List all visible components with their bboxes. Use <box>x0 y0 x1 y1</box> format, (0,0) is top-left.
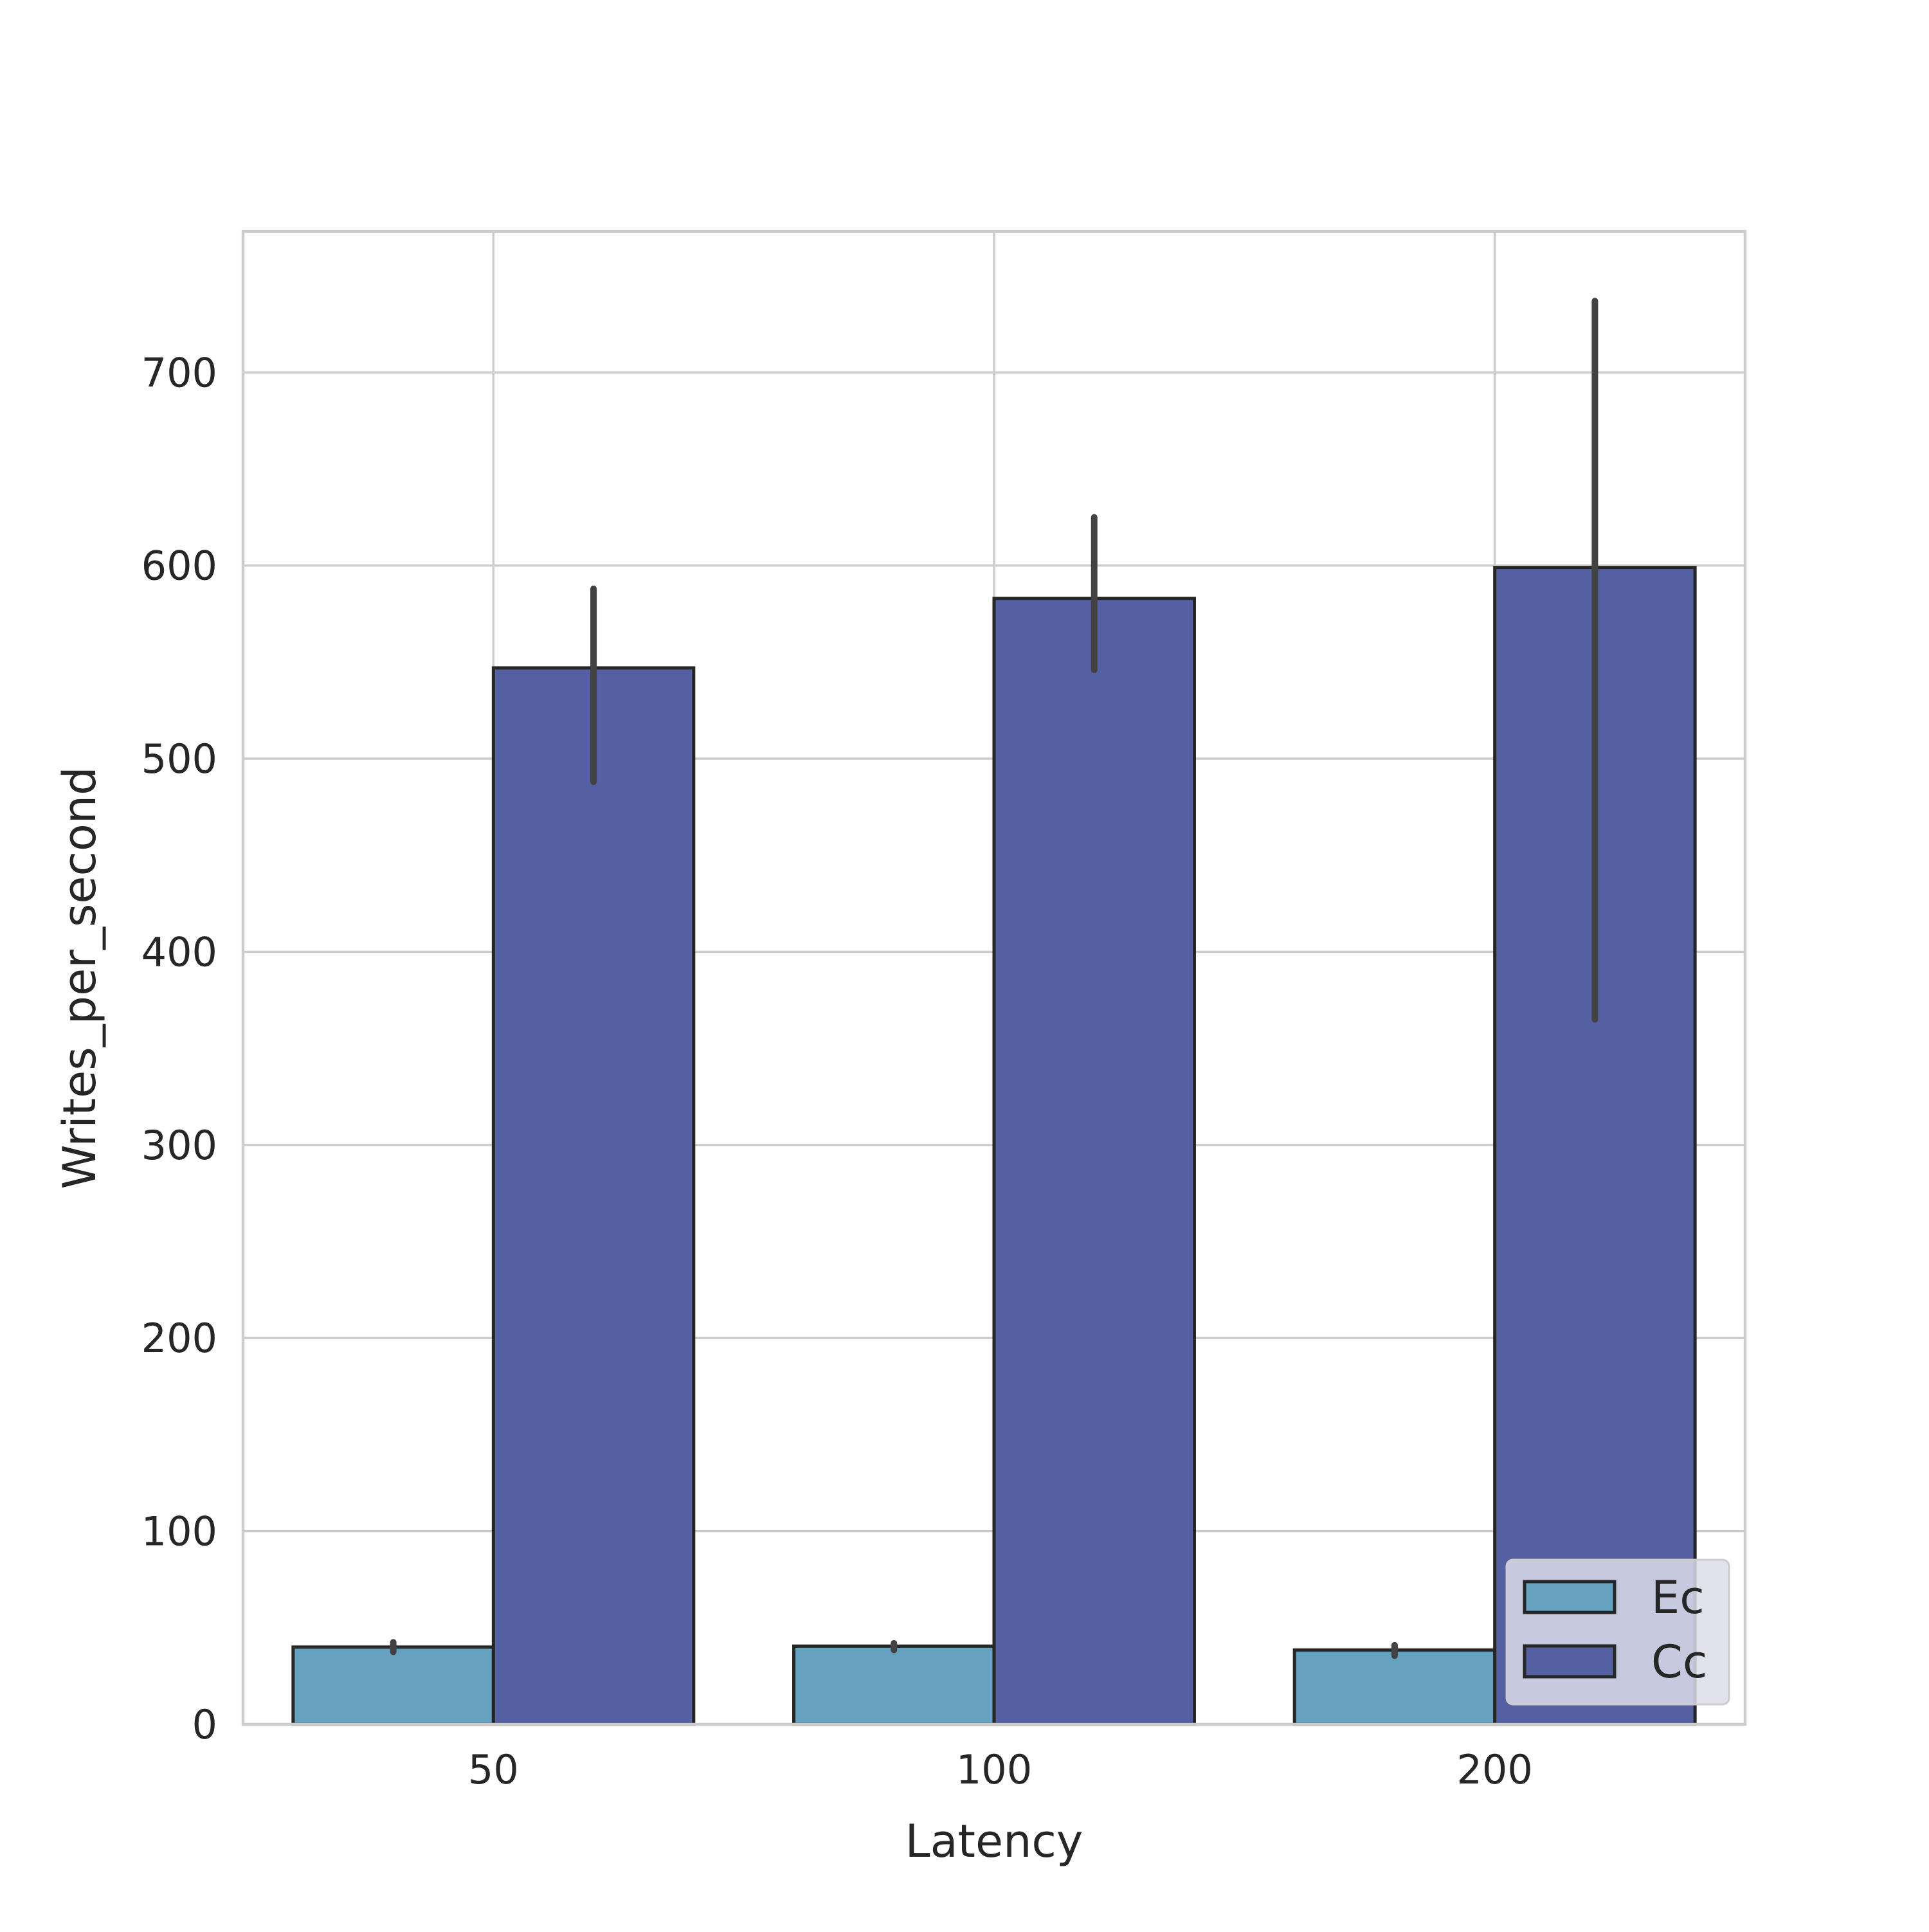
bars <box>291 566 1697 1726</box>
bar-cc-100 <box>992 597 1196 1726</box>
legend-swatch-cc <box>1523 1644 1617 1679</box>
bar-cc-50 <box>491 666 696 1726</box>
error-bars <box>390 298 1598 1659</box>
y-tick-label: 100 <box>141 1508 217 1555</box>
legend-label-cc: Cc <box>1651 1636 1707 1688</box>
y-tick-label: 500 <box>141 736 217 782</box>
y-tick-labels: 0 100 200 300 400 500 600 700 <box>141 349 217 1748</box>
y-tick-label: 300 <box>141 1122 217 1169</box>
legend[interactable]: Ec Cc <box>1505 1558 1730 1706</box>
legend-swatch-ec <box>1523 1580 1617 1614</box>
x-tick-label: 100 <box>956 1746 1032 1793</box>
x-axis-label: Latency <box>905 1815 1083 1868</box>
plot-frame <box>241 230 1747 1726</box>
legend-label-ec: Ec <box>1651 1571 1705 1624</box>
y-tick-label: 400 <box>141 928 217 975</box>
y-tick-label: 600 <box>141 543 217 590</box>
x-tick-label: 50 <box>468 1746 519 1793</box>
bar-ec-100 <box>792 1644 996 1726</box>
y-axis-label: Writes_per_second <box>53 766 106 1189</box>
x-tick-label: 200 <box>1456 1746 1532 1793</box>
x-tick-labels: 50 100 200 <box>468 1746 1533 1793</box>
y-tick-label: 200 <box>141 1315 217 1362</box>
y-tick-label: 700 <box>141 349 217 396</box>
y-tick-label: 0 <box>192 1701 217 1748</box>
bar-ec-200 <box>1292 1648 1497 1726</box>
bar-ec-50 <box>291 1645 495 1726</box>
